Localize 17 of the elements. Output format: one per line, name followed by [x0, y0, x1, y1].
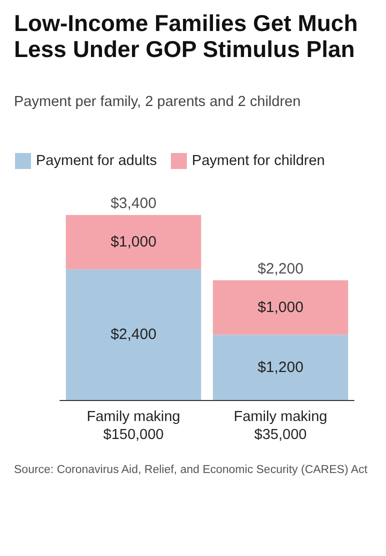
x-tick-label: Family making $35,000	[234, 409, 328, 443]
total-label: $3,400	[110, 195, 156, 212]
bar	[66, 269, 202, 400]
bar	[66, 215, 202, 270]
chart-subtitle: Payment per family, 2 parents and 2 children	[14, 94, 301, 110]
legend-label: Payment for children	[192, 153, 325, 169]
total-label: $2,200	[258, 260, 304, 278]
legend-label: Payment for adults	[36, 153, 157, 169]
data-label: $1,200	[258, 358, 304, 376]
x-tick-label: Family making $150,000	[86, 409, 180, 443]
data-label: $1,000	[258, 299, 304, 316]
source-note: Source: Coronavirus Aid, Relief, and Economic Security (CARES) Act	[14, 463, 368, 478]
data-label: $2,400	[110, 326, 156, 344]
data-label: $1,000	[110, 234, 156, 251]
bar	[212, 280, 348, 335]
bar	[212, 334, 348, 400]
chart-title: Low-Income Families Get Much Less Under GOP Stimulus Plan	[14, 10, 359, 62]
